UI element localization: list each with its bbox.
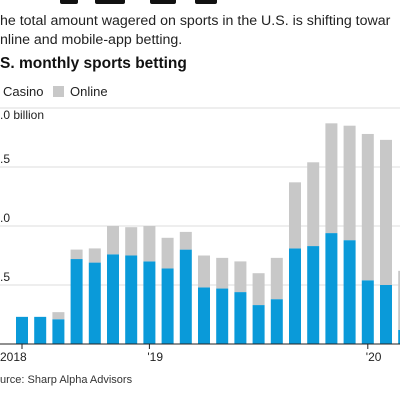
y-tick-label: .5 xyxy=(0,270,10,284)
bar-online xyxy=(270,257,283,300)
bar-online xyxy=(380,139,392,285)
bar-online xyxy=(179,231,192,250)
bar-online xyxy=(398,270,400,330)
y-tick-label: .5 xyxy=(0,152,10,166)
legend-item-online: Online xyxy=(53,84,108,99)
bar-casino xyxy=(125,255,138,344)
bar-casino xyxy=(143,261,156,344)
bar-casino xyxy=(216,288,229,344)
bar-online xyxy=(125,227,138,256)
bar-casino xyxy=(380,285,392,344)
x-tick-label: 2018 xyxy=(0,350,27,364)
bar-casino xyxy=(361,280,374,344)
bar-casino xyxy=(270,299,283,344)
bar-casino xyxy=(398,329,400,344)
chart-subtitle: he total amount wagered on sports in the… xyxy=(0,12,400,50)
bar-online xyxy=(88,248,101,263)
bar-casino xyxy=(307,246,320,344)
chart-title: S. monthly sports betting xyxy=(0,55,187,72)
bar-casino xyxy=(179,249,192,344)
x-tick-label: '20 xyxy=(366,350,382,364)
bar-online xyxy=(252,273,265,306)
bar-online xyxy=(107,226,119,255)
bar-casino xyxy=(52,319,65,344)
bar-casino xyxy=(16,316,28,344)
bar-casino xyxy=(289,248,301,344)
bar-online xyxy=(361,133,374,281)
bar-online xyxy=(325,123,338,234)
legend-swatch-online xyxy=(53,86,64,97)
legend-label-casino: Casino xyxy=(3,84,44,99)
bar-online xyxy=(343,125,356,241)
bar-casino xyxy=(161,268,174,344)
bar-casino xyxy=(343,240,356,344)
bar-online xyxy=(234,261,247,293)
bar-casino xyxy=(34,316,47,344)
bar-online xyxy=(70,249,83,260)
legend-label-online: Online xyxy=(70,84,108,99)
bar-online xyxy=(143,226,156,262)
bar-casino xyxy=(252,305,265,344)
source-note: urce: Sharp Alpha Advisors xyxy=(0,374,133,386)
bar-online xyxy=(289,182,301,249)
subtitle-line-1: he total amount wagered on sports in the… xyxy=(0,13,391,29)
subtitle-line-2: nline and mobile-app betting. xyxy=(0,32,183,48)
bar-casino xyxy=(107,254,119,344)
bar-online xyxy=(307,162,320,247)
bar-online xyxy=(161,237,174,269)
x-tick-label: '19 xyxy=(147,350,163,364)
bar-casino xyxy=(325,233,338,344)
bar-online xyxy=(216,257,229,289)
bar-casino xyxy=(198,287,210,344)
bar-casino xyxy=(234,292,247,344)
bar-online xyxy=(198,255,210,288)
bar-casino xyxy=(70,259,83,344)
bar-casino xyxy=(88,262,101,344)
y-axis-unit-label: .0 billion xyxy=(0,108,45,122)
bar-online xyxy=(52,312,65,320)
legend-item-casino: Casino xyxy=(0,84,43,99)
title-remnant xyxy=(0,0,400,4)
y-tick-label: .0 xyxy=(0,211,10,225)
